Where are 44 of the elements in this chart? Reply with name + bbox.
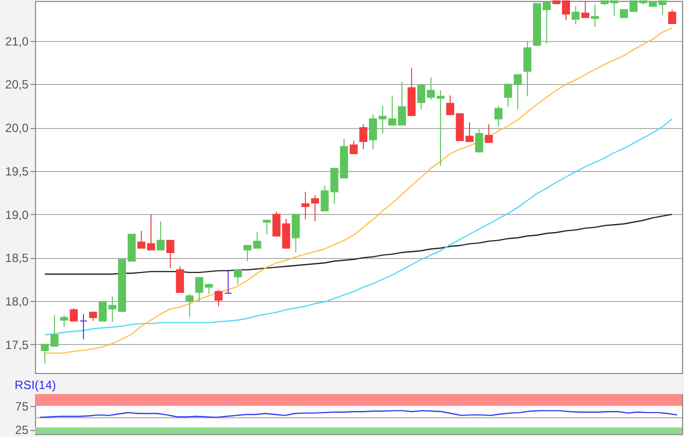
candlestick [504,84,512,108]
candlestick [292,214,300,253]
y-tick-label: 19,5 [5,164,29,178]
candlestick [668,9,676,24]
y-tick-label: 19,0 [5,208,29,222]
candlestick [350,140,358,154]
candlestick [79,314,88,340]
candlestick [214,289,223,307]
candlestick [224,269,232,294]
candlestick [590,4,599,28]
y-tick-label: 20,5 [5,78,29,92]
candlestick [610,0,618,16]
y-tick-label: 17,5 [5,338,29,352]
candlestick [98,301,107,322]
candlestick [572,6,580,25]
chart-title: RSI(14) [14,378,56,392]
candlestick [484,124,493,143]
candlestick [176,266,184,293]
y-tick-label: 20,0 [5,121,29,136]
candlestick [311,194,320,222]
candlestick [320,185,329,212]
y-tick-label: 25 [15,423,29,438]
candlestick [359,124,368,150]
y-tick-label: 18,0 [5,294,29,309]
candlestick [70,307,78,322]
candlestick [417,84,426,110]
candlestick [514,74,522,110]
candlestick [156,220,165,250]
line-series [39,410,678,418]
candlestick [581,0,590,18]
candlestick [475,128,484,152]
line-series [44,27,673,354]
candlestick [301,191,310,220]
y-tick-label: 18,5 [5,251,29,266]
y-tick-label: 21,0 [5,34,29,48]
y-tick-label: 75 [15,399,29,414]
candlestick [262,219,271,235]
candlestick [446,95,454,116]
candlestick [186,294,194,318]
candlestick [523,40,532,97]
candlestick [60,314,68,328]
candlestick [234,269,242,286]
candlestick [166,240,174,269]
candlestick [494,105,502,128]
